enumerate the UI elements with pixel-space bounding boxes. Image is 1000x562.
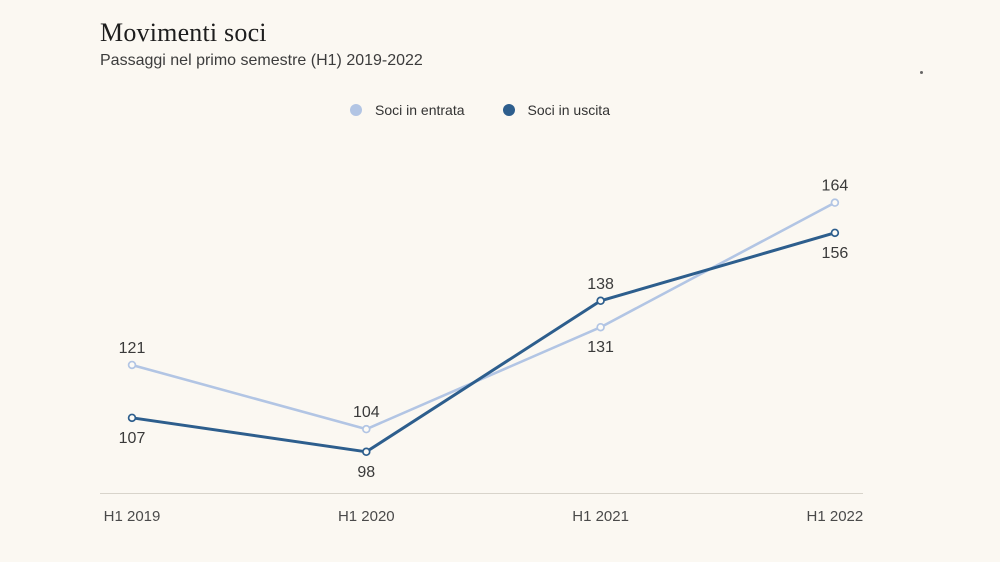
value-label: 98 [357,464,375,481]
legend: Soci in entrata Soci in uscita [350,102,610,118]
x-axis-tick-label: H1 2020 [338,508,395,525]
legend-swatch-entrata-icon [350,104,362,116]
chart-subtitle: Passaggi nel primo semestre (H1) 2019-20… [100,52,423,69]
x-axis-tick-label: H1 2019 [104,508,161,525]
legend-label-uscita: Soci in uscita [527,102,610,118]
chart-title: Movimenti soci [100,18,267,47]
data-point-entrata[interactable] [362,424,371,434]
value-label: 164 [822,178,849,195]
data-point-uscita[interactable] [362,447,371,457]
value-label: 121 [119,340,146,357]
legend-item-soci-in-entrata[interactable]: Soci in entrata [350,102,465,118]
value-label: 156 [822,245,849,262]
value-label: 107 [119,430,146,447]
value-label: 131 [587,339,614,356]
x-axis-tick-label: H1 2021 [572,508,629,525]
legend-label-entrata: Soci in entrata [375,102,465,118]
speck-artifact [920,71,923,74]
data-point-entrata[interactable] [127,360,137,370]
legend-swatch-uscita-icon [502,104,515,116]
value-label: 104 [353,404,380,421]
data-point-uscita[interactable] [596,296,605,306]
data-point-entrata[interactable] [830,198,840,207]
x-axis-tick-label: H1 2022 [807,508,864,525]
legend-item-soci-in-uscita[interactable]: Soci in uscita [502,102,610,118]
series-line-uscita [130,231,837,454]
series-line-entrata [130,201,837,431]
data-point-entrata[interactable] [596,322,605,332]
data-point-uscita[interactable] [127,413,137,423]
value-label: 138 [587,276,614,293]
data-point-uscita[interactable] [830,228,840,238]
